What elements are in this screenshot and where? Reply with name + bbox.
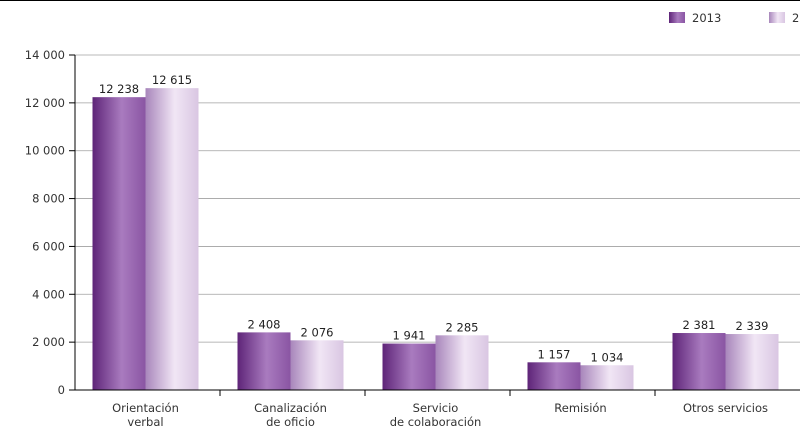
x-tick-label-line: de oficio xyxy=(266,415,315,429)
x-tick-label-line: Orientación xyxy=(112,401,179,415)
bar xyxy=(290,340,344,390)
bar xyxy=(145,88,199,390)
legend-label: 2013 xyxy=(692,11,721,25)
bars xyxy=(92,88,779,390)
bar xyxy=(672,333,726,390)
x-tick-label-line: Otros servicios xyxy=(683,401,768,415)
data-label: 12 238 xyxy=(99,82,139,96)
y-axis-ticks: 0 2 000 4 000 6 000 8 000 10 000 12 000 14 000 xyxy=(25,48,75,397)
x-tick-label-line: Servicio xyxy=(413,401,459,415)
data-label: 2 408 xyxy=(248,317,281,331)
data-label: 1 157 xyxy=(538,347,571,361)
bar xyxy=(527,362,581,390)
y-tick-label: 6 000 xyxy=(32,239,65,253)
bar xyxy=(92,97,146,390)
y-tick-label: 12 000 xyxy=(25,96,65,110)
bar xyxy=(580,365,634,390)
x-tick-label-line: verbal xyxy=(127,415,163,429)
y-tick-label: 8 000 xyxy=(32,192,65,206)
x-tick-label: Canalización de oficio xyxy=(254,401,327,429)
legend-swatch xyxy=(669,12,685,23)
data-labels: 12 238 12 615 2 408 2 076 1 941 2 285 1 157 1 0… xyxy=(99,73,769,364)
legend: 2013 2 xyxy=(669,11,799,25)
x-tick-label: Otros servicios xyxy=(683,401,768,415)
legend-label: 2 xyxy=(792,11,799,25)
x-tick-label: Remisión xyxy=(554,401,606,415)
data-label: 2 285 xyxy=(446,320,479,334)
x-axis: Orientación verbal Canalización de oficio Se… xyxy=(74,55,800,429)
x-tick-label-line: Canalización xyxy=(254,401,327,415)
y-tick-label: 14 000 xyxy=(25,48,65,62)
y-tick-label: 4 000 xyxy=(32,287,65,301)
bar xyxy=(435,335,489,390)
data-label: 1 941 xyxy=(393,329,426,343)
x-tick-label-line: Remisión xyxy=(554,401,606,415)
data-label: 12 615 xyxy=(152,73,192,87)
data-label: 2 339 xyxy=(736,319,769,333)
y-tick-label: 10 000 xyxy=(25,144,65,158)
data-label: 1 034 xyxy=(591,350,624,364)
y-tick-label: 2 000 xyxy=(32,335,65,349)
bar xyxy=(382,343,436,390)
x-tick-label: Servicio de colaboración xyxy=(390,401,482,429)
bar xyxy=(725,334,779,390)
legend-swatch xyxy=(769,12,785,23)
bar xyxy=(237,332,291,390)
data-label: 2 381 xyxy=(683,318,716,332)
x-tick-label-line: de colaboración xyxy=(390,415,482,429)
x-tick-label: Orientación verbal xyxy=(112,401,179,429)
data-label: 2 076 xyxy=(301,325,334,339)
y-tick-label: 0 xyxy=(58,383,65,397)
